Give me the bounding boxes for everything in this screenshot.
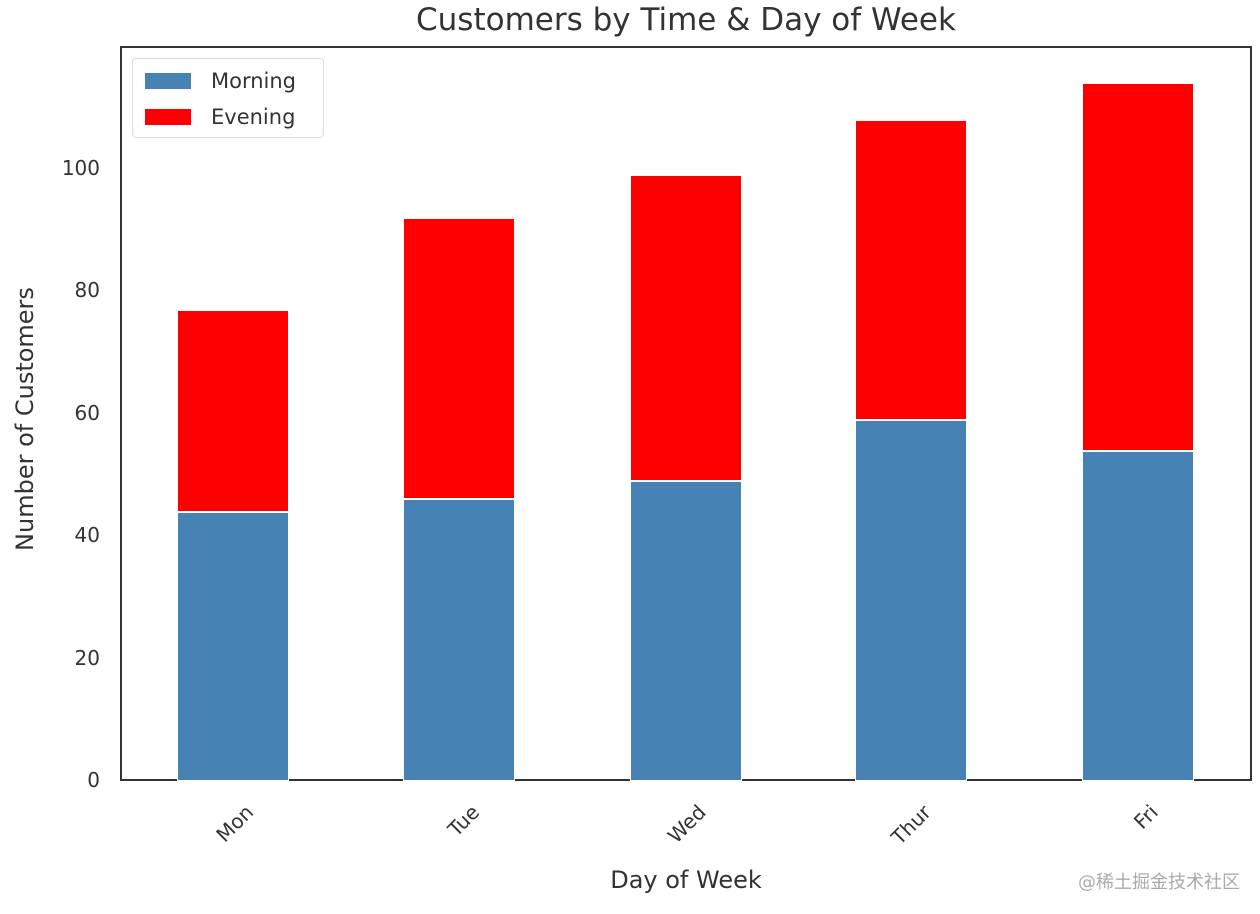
x-tick-label: Tue <box>443 800 485 842</box>
bar-evening-wed <box>630 175 742 482</box>
y-tick-label: 0 <box>87 768 100 792</box>
x-tick-label: Wed <box>662 800 711 848</box>
legend-item-evening: Evening <box>145 105 295 129</box>
bar-morning-wed <box>630 481 742 781</box>
legend-swatch-evening <box>145 109 191 125</box>
bar-evening-thur <box>855 120 967 420</box>
legend-item-morning: Morning <box>145 69 296 93</box>
bar-evening-fri <box>1082 83 1194 451</box>
y-tick-label: 100 <box>61 156 100 180</box>
chart-title: Customers by Time & Day of Week <box>416 2 956 38</box>
bar-morning-thur <box>855 419 967 781</box>
bar-morning-tue <box>403 499 515 781</box>
x-tick-label: Thur <box>886 800 936 850</box>
bar-morning-fri <box>1082 450 1194 781</box>
y-tick-label: 20 <box>74 645 100 670</box>
legend-label: Evening <box>211 105 296 129</box>
x-tick-label: Mon <box>211 800 259 847</box>
bar-evening-mon <box>177 309 289 512</box>
bar-evening-tue <box>403 217 515 500</box>
legend-swatch-morning <box>145 73 191 89</box>
bar-morning-mon <box>177 511 289 781</box>
legend-label: Morning <box>211 69 297 93</box>
watermark: @稀土掘金技术社区 <box>1078 872 1240 893</box>
y-tick-label: 40 <box>74 523 100 548</box>
y-axis-label: Number of Customers <box>11 287 39 551</box>
y-tick-label: 80 <box>74 278 100 303</box>
x-axis-label: Day of Week <box>610 866 762 894</box>
y-tick-label: 60 <box>74 400 100 425</box>
x-tick-label: Fri <box>1128 800 1163 834</box>
legend: Morning Evening <box>132 58 324 138</box>
